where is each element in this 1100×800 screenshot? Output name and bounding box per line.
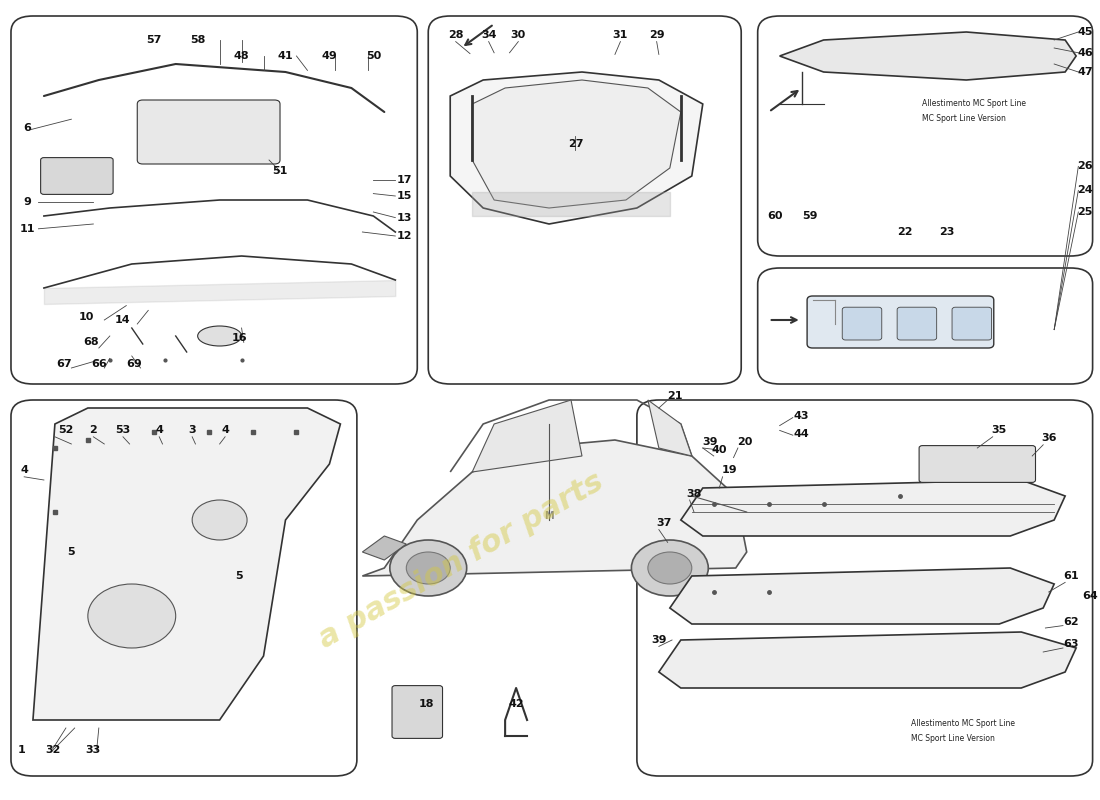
Text: 32: 32 (45, 746, 60, 755)
Text: 4: 4 (155, 426, 163, 435)
Text: 38: 38 (686, 490, 702, 499)
Text: 11: 11 (20, 224, 35, 234)
Text: 59: 59 (803, 211, 818, 221)
Circle shape (406, 552, 450, 584)
Text: 47: 47 (1077, 67, 1092, 77)
Polygon shape (33, 408, 340, 720)
Text: 45: 45 (1077, 27, 1092, 37)
Text: 49: 49 (321, 51, 338, 61)
Text: 4: 4 (20, 466, 29, 475)
Text: 18: 18 (418, 699, 433, 709)
Text: 62: 62 (1063, 618, 1078, 627)
Circle shape (631, 540, 708, 596)
Text: 27: 27 (568, 139, 583, 149)
Polygon shape (472, 400, 582, 472)
Text: 1: 1 (18, 746, 25, 755)
Text: 58: 58 (190, 35, 206, 45)
Text: MC Sport Line Version: MC Sport Line Version (923, 114, 1006, 123)
Text: a passion for parts: a passion for parts (314, 466, 608, 654)
Polygon shape (648, 400, 692, 456)
Text: 52: 52 (58, 426, 74, 435)
Text: 66: 66 (91, 359, 107, 369)
FancyBboxPatch shape (41, 158, 113, 194)
Text: 69: 69 (126, 359, 142, 369)
Text: M: M (544, 511, 554, 521)
Text: 14: 14 (116, 315, 131, 325)
FancyBboxPatch shape (392, 686, 442, 738)
Text: MC Sport Line Version: MC Sport Line Version (912, 734, 996, 743)
Text: 43: 43 (794, 411, 810, 421)
Text: 5: 5 (235, 571, 243, 581)
Text: 60: 60 (768, 211, 783, 221)
Text: 63: 63 (1063, 639, 1078, 649)
Text: 22: 22 (898, 227, 913, 237)
Text: 15: 15 (396, 191, 411, 201)
Text: 34: 34 (481, 30, 496, 40)
FancyBboxPatch shape (843, 307, 882, 340)
Text: 37: 37 (657, 518, 672, 528)
Polygon shape (362, 536, 406, 560)
Text: 39: 39 (703, 438, 718, 447)
Text: 24: 24 (1077, 186, 1092, 195)
Text: 36: 36 (1041, 434, 1056, 443)
Text: 25: 25 (1077, 207, 1092, 217)
Text: 42: 42 (508, 699, 524, 709)
Text: 44: 44 (794, 429, 810, 438)
Text: 41: 41 (277, 51, 294, 61)
Text: 12: 12 (396, 231, 411, 241)
Text: 13: 13 (396, 213, 411, 222)
Circle shape (192, 500, 248, 540)
FancyBboxPatch shape (138, 100, 280, 164)
Text: 10: 10 (79, 312, 95, 322)
Text: 4: 4 (221, 426, 229, 435)
Text: 50: 50 (365, 51, 381, 61)
FancyBboxPatch shape (920, 446, 1035, 482)
Ellipse shape (198, 326, 242, 346)
Polygon shape (472, 80, 681, 208)
FancyBboxPatch shape (898, 307, 937, 340)
Text: 23: 23 (939, 227, 954, 237)
Text: 9: 9 (23, 197, 32, 206)
Text: Allestimento MC Sport Line: Allestimento MC Sport Line (912, 719, 1015, 729)
Text: 46: 46 (1077, 48, 1092, 58)
Polygon shape (681, 480, 1065, 536)
Polygon shape (362, 440, 747, 576)
Text: 5: 5 (67, 547, 75, 557)
Text: 3: 3 (188, 426, 196, 435)
Text: 2: 2 (89, 426, 97, 435)
Text: 68: 68 (84, 338, 99, 347)
Polygon shape (450, 72, 703, 224)
Text: 57: 57 (146, 35, 162, 45)
Text: 21: 21 (668, 391, 683, 401)
Text: 53: 53 (116, 426, 131, 435)
Text: 28: 28 (448, 30, 463, 40)
Text: 39: 39 (651, 635, 667, 645)
Polygon shape (659, 632, 1076, 688)
Polygon shape (670, 568, 1054, 624)
Circle shape (389, 540, 466, 596)
Text: 33: 33 (86, 746, 101, 755)
Circle shape (88, 584, 176, 648)
Text: 20: 20 (737, 438, 752, 447)
Text: 16: 16 (232, 334, 248, 343)
Text: 30: 30 (510, 30, 526, 40)
Text: 61: 61 (1063, 571, 1078, 581)
Text: 48: 48 (234, 51, 250, 61)
Text: Allestimento MC Sport Line: Allestimento MC Sport Line (923, 99, 1026, 109)
Text: 51: 51 (273, 166, 288, 176)
Text: 40: 40 (712, 445, 727, 454)
Text: 29: 29 (649, 30, 664, 40)
Polygon shape (780, 32, 1076, 80)
Text: 31: 31 (613, 30, 628, 40)
Text: 6: 6 (23, 123, 32, 133)
Text: 64: 64 (1082, 591, 1098, 601)
FancyBboxPatch shape (807, 296, 993, 348)
Text: 19: 19 (722, 466, 737, 475)
Text: 67: 67 (56, 359, 72, 369)
Text: 35: 35 (991, 426, 1006, 435)
Text: 17: 17 (396, 175, 411, 185)
FancyBboxPatch shape (952, 307, 991, 340)
Circle shape (648, 552, 692, 584)
Text: 26: 26 (1077, 162, 1092, 171)
